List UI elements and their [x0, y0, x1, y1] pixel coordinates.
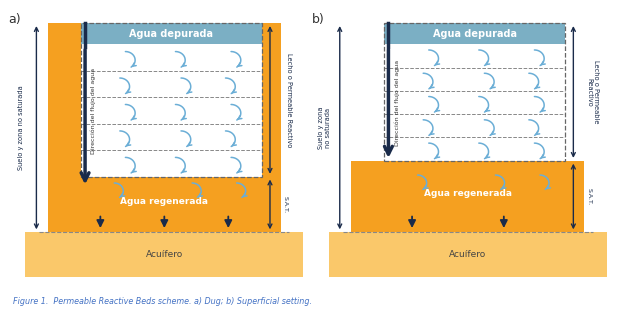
Text: Suelo y zona no saturada: Suelo y zona no saturada [18, 85, 24, 170]
Bar [47, 23, 281, 232]
Text: Acuífero: Acuífero [449, 250, 486, 259]
Text: S.A.T.: S.A.T. [586, 188, 591, 205]
Text: S.A.T.: S.A.T. [283, 196, 288, 213]
Text: Lecho o Permeable
Reactivo: Lecho o Permeable Reactivo [586, 60, 599, 124]
Bar [81, 23, 262, 177]
Bar [384, 23, 565, 161]
Text: Dirección del flujo del agua: Dirección del flujo del agua [90, 67, 96, 154]
Bar [25, 232, 303, 277]
Text: Agua regenerada: Agua regenerada [423, 189, 512, 198]
Bar [329, 232, 607, 277]
Text: Dirección del flujo del agua: Dirección del flujo del agua [394, 60, 399, 146]
Bar [384, 23, 565, 161]
Text: Suelo y zona
no saturada: Suelo y zona no saturada [318, 106, 331, 149]
Bar [81, 23, 262, 44]
Text: Agua depurada: Agua depurada [433, 29, 516, 39]
Text: a): a) [9, 13, 21, 26]
Bar [351, 161, 585, 232]
Text: Figure 1.  Permeable Reactive Beds scheme. a) Dug; b) Superficial setting.: Figure 1. Permeable Reactive Beds scheme… [13, 296, 312, 306]
Bar [81, 23, 262, 177]
Bar [384, 23, 565, 44]
Text: Agua regenerada: Agua regenerada [120, 197, 209, 206]
Text: Acuífero: Acuífero [146, 250, 183, 259]
Text: b): b) [312, 13, 325, 26]
Text: Agua depurada: Agua depurada [130, 29, 213, 39]
Text: Lecho o Permeable Reactivo: Lecho o Permeable Reactivo [286, 53, 293, 147]
